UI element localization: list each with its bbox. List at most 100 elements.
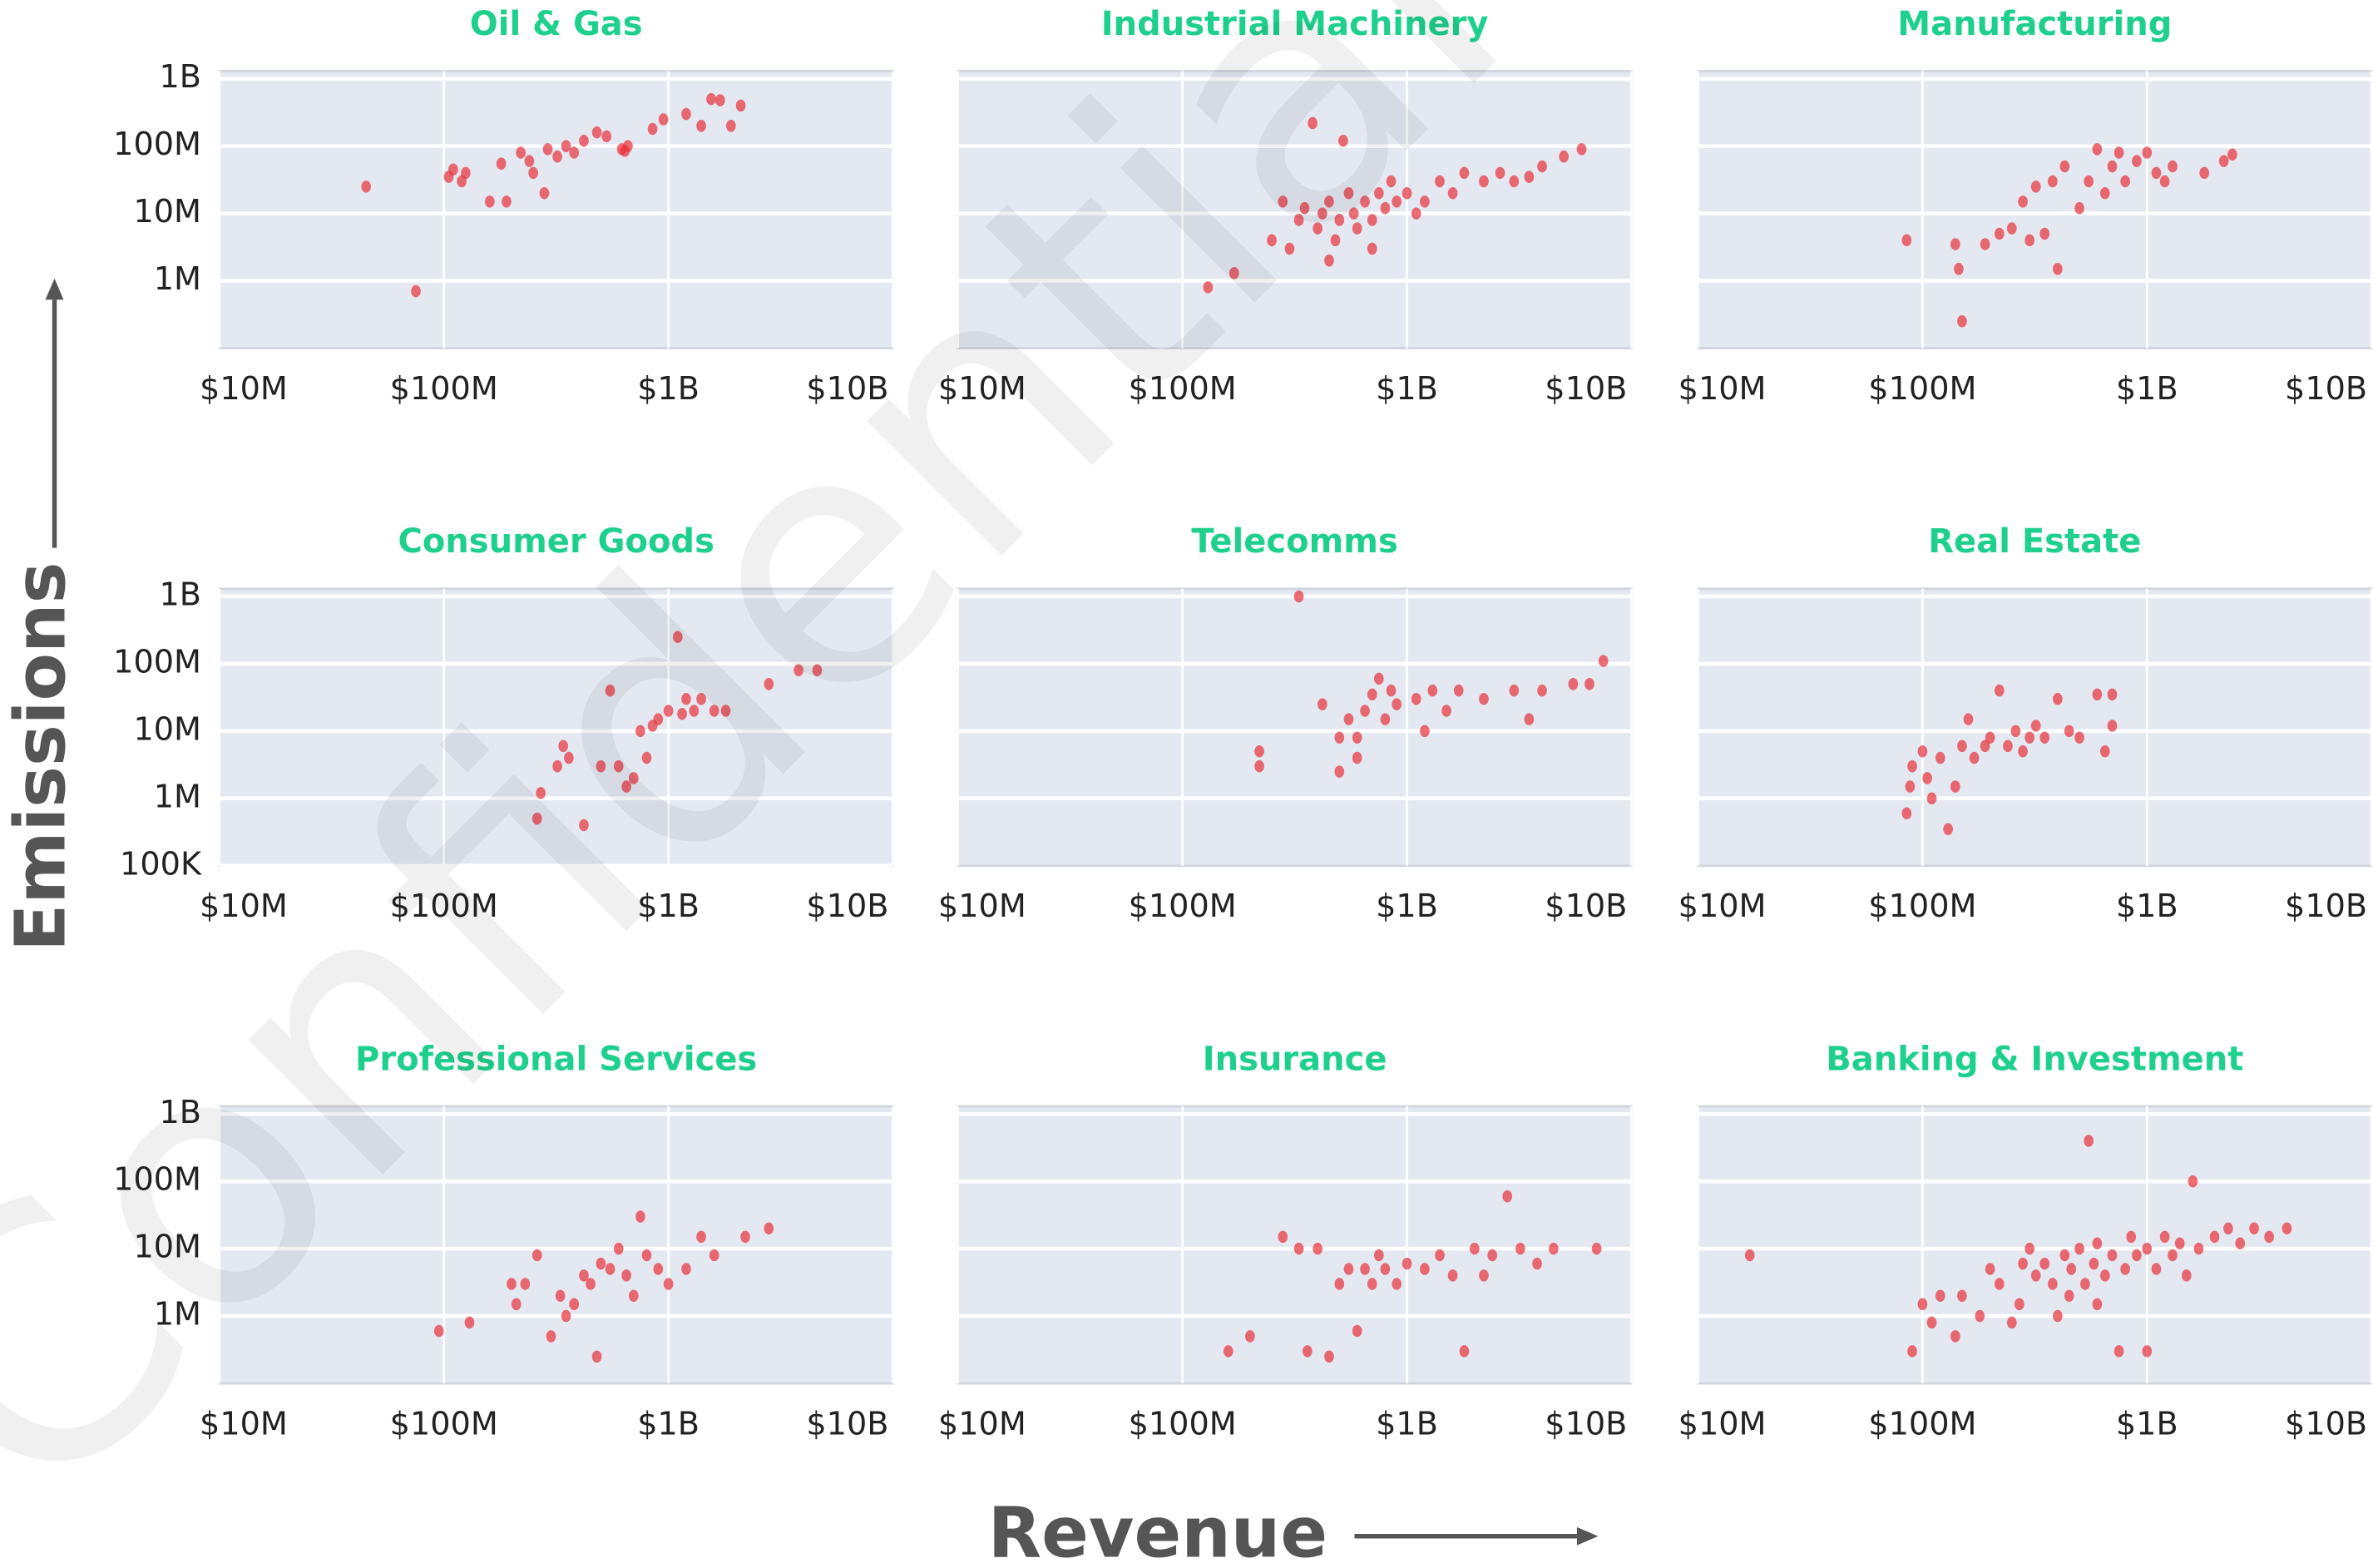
point	[596, 1257, 606, 1270]
point	[1950, 780, 1960, 793]
x-tick-label: $10B	[806, 371, 888, 408]
point	[2053, 1309, 2063, 1323]
point	[605, 684, 615, 697]
point	[1591, 1242, 1602, 1255]
point	[2066, 1263, 2077, 1275]
point	[2039, 227, 2050, 240]
point	[1435, 1249, 1445, 1262]
point	[1459, 166, 1470, 180]
point	[2151, 166, 2162, 180]
plot-area	[218, 70, 894, 349]
point	[1447, 186, 1458, 200]
point	[2053, 692, 2063, 705]
point	[1495, 166, 1505, 180]
point	[2099, 744, 2110, 758]
point	[1532, 1257, 1542, 1270]
point	[1420, 1263, 1430, 1275]
point	[1576, 143, 1587, 156]
point	[709, 705, 719, 717]
point	[1957, 314, 1967, 328]
point	[2227, 148, 2237, 161]
point	[2059, 1249, 2070, 1262]
point	[1435, 175, 1445, 188]
point	[1386, 175, 1397, 188]
point	[1957, 739, 1967, 753]
point	[621, 780, 631, 793]
x-tick-label: $10B	[1545, 888, 1627, 925]
point	[1373, 186, 1384, 200]
plot-area	[218, 1105, 894, 1385]
point	[1917, 1298, 1928, 1311]
x-tick-label: $1B	[2116, 888, 2178, 925]
point	[2107, 1249, 2118, 1262]
point	[1926, 1316, 1937, 1329]
point	[1537, 684, 1547, 697]
point	[2018, 195, 2028, 208]
point	[672, 631, 683, 644]
x-tick-label: $10B	[2285, 1406, 2367, 1442]
point	[793, 664, 803, 677]
point	[1905, 780, 1916, 793]
point	[507, 1278, 517, 1290]
point	[628, 772, 639, 784]
x-tick-label: $10M	[938, 888, 1026, 925]
y-tick-label: 100M	[113, 126, 201, 163]
x-tick-label: $10M	[938, 371, 1026, 408]
point	[1975, 1309, 1985, 1323]
point	[1293, 590, 1304, 603]
point	[1479, 692, 1489, 705]
point	[726, 120, 736, 132]
x-tick-label: $1B	[637, 371, 700, 408]
point	[714, 94, 725, 106]
point	[2092, 688, 2103, 701]
point	[591, 126, 602, 139]
point	[2048, 175, 2058, 188]
point	[2107, 720, 2118, 732]
point	[1318, 698, 1327, 710]
point	[524, 155, 535, 167]
point	[1402, 1257, 1412, 1270]
x-tick-label: $10B	[1545, 1406, 1627, 1442]
x-tick-label: $10M	[200, 371, 288, 408]
point	[2064, 1289, 2074, 1302]
point	[1380, 1263, 1391, 1275]
y-tick-label: 10M	[133, 1229, 201, 1266]
point	[1935, 751, 1945, 764]
y-tick-label: 1B	[160, 59, 202, 96]
point	[1980, 238, 1990, 250]
point	[552, 759, 562, 773]
point	[1367, 688, 1377, 701]
point	[1343, 1263, 1354, 1275]
point	[2159, 1230, 2170, 1244]
panel-title: Professional Services	[355, 1040, 757, 1078]
point	[764, 1222, 774, 1235]
point	[1954, 263, 1964, 275]
point	[663, 705, 674, 717]
point	[1392, 195, 1402, 208]
point	[1338, 134, 1348, 147]
point	[1950, 238, 1960, 250]
point	[539, 186, 550, 200]
point	[1598, 655, 1609, 667]
point	[579, 134, 589, 147]
point	[601, 130, 612, 143]
point	[1411, 207, 1421, 220]
point	[1509, 175, 1520, 188]
point	[1254, 759, 1264, 773]
point	[2092, 143, 2103, 156]
point	[2074, 201, 2084, 215]
point	[496, 157, 507, 170]
point	[2074, 1242, 2084, 1255]
point	[552, 150, 562, 163]
x-tick-label: $10B	[806, 888, 888, 925]
point	[569, 146, 580, 159]
point	[2235, 1237, 2246, 1250]
point	[1360, 705, 1370, 717]
point	[1267, 234, 1277, 247]
x-tick-label: $1B	[637, 1406, 700, 1442]
point	[1524, 713, 1535, 725]
point	[516, 146, 526, 159]
point	[536, 787, 546, 799]
y-tick-label: 1B	[160, 1095, 202, 1131]
